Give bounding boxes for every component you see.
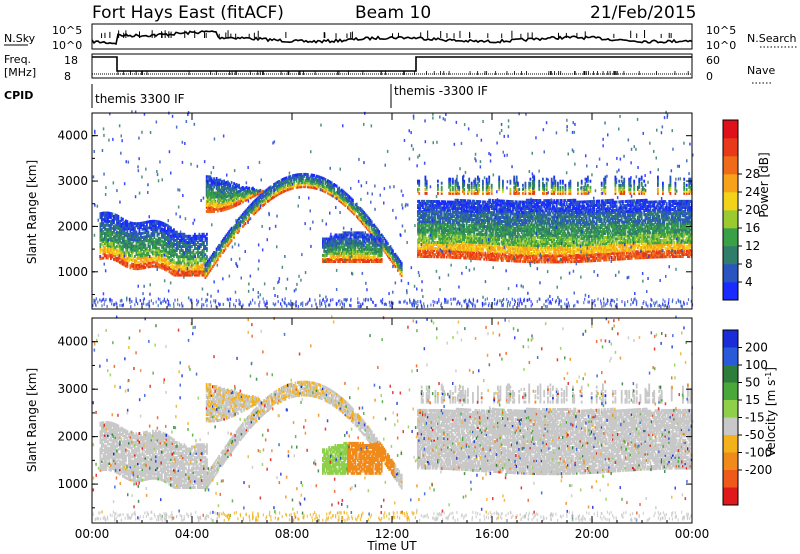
heatmap-cell: [437, 192, 439, 195]
cpid-segment-1: themis 3300 IF: [95, 92, 185, 106]
heatmap-cell: [468, 178, 470, 181]
heatmap-cell: [418, 192, 420, 195]
heatmap-cell: [206, 237, 208, 240]
heatmap-cell: [478, 184, 480, 187]
freq-trace: [92, 57, 692, 71]
nsearch-tick-bottom: 10^0: [706, 39, 736, 52]
freq-unit-label: [MHz]: [4, 66, 36, 79]
heatmap-cell: [333, 187, 335, 190]
heatmap-cell: [426, 192, 428, 195]
heatmap-cell: [127, 220, 129, 223]
heatmap-cell: [356, 203, 358, 206]
heatmap-cell: [468, 184, 470, 187]
heatmap-cell: [238, 184, 240, 187]
freq-label: Freq.: [4, 53, 31, 66]
heatmap-cell: [206, 255, 208, 258]
heatmap-cell: [331, 181, 333, 184]
nave-label: Nave: [747, 64, 775, 77]
heatmap-cell: [471, 182, 473, 185]
heatmap-cell: [482, 180, 484, 183]
freq-tick-bottom: 8: [64, 70, 71, 83]
heatmap-cell: [336, 185, 338, 188]
heatmap-cell: [325, 178, 327, 181]
nave-tick-top: 60: [706, 54, 720, 67]
freq-tick-top: 18: [64, 54, 78, 67]
date-label: 21/Feb/2015: [590, 3, 696, 23]
heatmap-cell: [463, 188, 465, 191]
heatmap-cell: [418, 180, 420, 183]
heatmap-cell: [456, 178, 458, 181]
cpid-label: CPID: [4, 89, 33, 102]
heatmap-cell: [118, 215, 120, 218]
heatmap-cell: [145, 244, 147, 247]
heatmap-cell: [148, 231, 150, 234]
heatmap-cell: [488, 192, 490, 195]
nsearch-label: N.Search: [747, 32, 797, 45]
nsearch-tick-top: 10^5: [706, 24, 736, 37]
heatmap-cell: [231, 181, 233, 184]
heatmap-cell: [478, 178, 480, 181]
beam-label: Beam 10: [355, 3, 431, 23]
heatmap-cell: [478, 188, 480, 191]
heatmap-cell: [450, 178, 452, 181]
heatmap-cell: [352, 199, 354, 202]
heatmap-cell: [307, 173, 309, 176]
heatmap-cell: [488, 176, 490, 179]
heatmap-cell: [426, 180, 428, 183]
heatmap-cell: [418, 188, 420, 191]
heatmap-cell: [457, 182, 459, 185]
heatmap-cell: [458, 186, 460, 189]
power-heatmap: [92, 110, 693, 308]
heatmap-cell: [206, 233, 208, 236]
nsky-tick-bottom: 10^0: [52, 39, 82, 52]
heatmap-cell: [381, 258, 383, 261]
heatmap-cell: [463, 180, 465, 183]
heatmap-cell: [437, 184, 439, 187]
heatmap-cell: [490, 199, 492, 202]
heatmap-cell: [441, 186, 443, 189]
heatmap-cell: [371, 220, 373, 223]
heatmap-cell: [437, 180, 439, 183]
heatmap-cell: [475, 178, 477, 181]
heatmap-cell: [378, 230, 380, 233]
heatmap-cell: [387, 242, 389, 245]
heatmap-cell: [452, 186, 454, 189]
heatmap-cell: [245, 222, 247, 225]
nsky-label: N.Sky: [4, 32, 36, 45]
heatmap-cell: [480, 200, 482, 203]
cpid-segment-2: themis -3300 IF: [394, 84, 488, 98]
heatmap-cell: [491, 184, 493, 187]
heatmap-cell: [248, 214, 250, 217]
heatmap-cell: [248, 187, 250, 190]
heatmap-cell: [206, 247, 208, 250]
heatmap-cell: [452, 178, 454, 181]
nsky-line: [92, 31, 692, 44]
heatmap-cell: [338, 187, 340, 190]
heatmap-cell: [441, 182, 443, 185]
heatmap-cell: [488, 186, 490, 189]
heatmap-cell: [486, 178, 488, 181]
heatmap-cell: [471, 234, 473, 237]
heatmap-cell: [231, 239, 233, 242]
heatmap-cell: [425, 176, 427, 179]
nave-tick-bottom: 0: [706, 70, 713, 83]
heatmap-cell: [381, 242, 383, 245]
nsky-trace: [92, 30, 692, 44]
heatmap-cell: [122, 218, 124, 221]
station-title: Fort Hays East (fitACF): [92, 3, 284, 23]
nsky-tick-top: 10^5: [52, 24, 82, 37]
